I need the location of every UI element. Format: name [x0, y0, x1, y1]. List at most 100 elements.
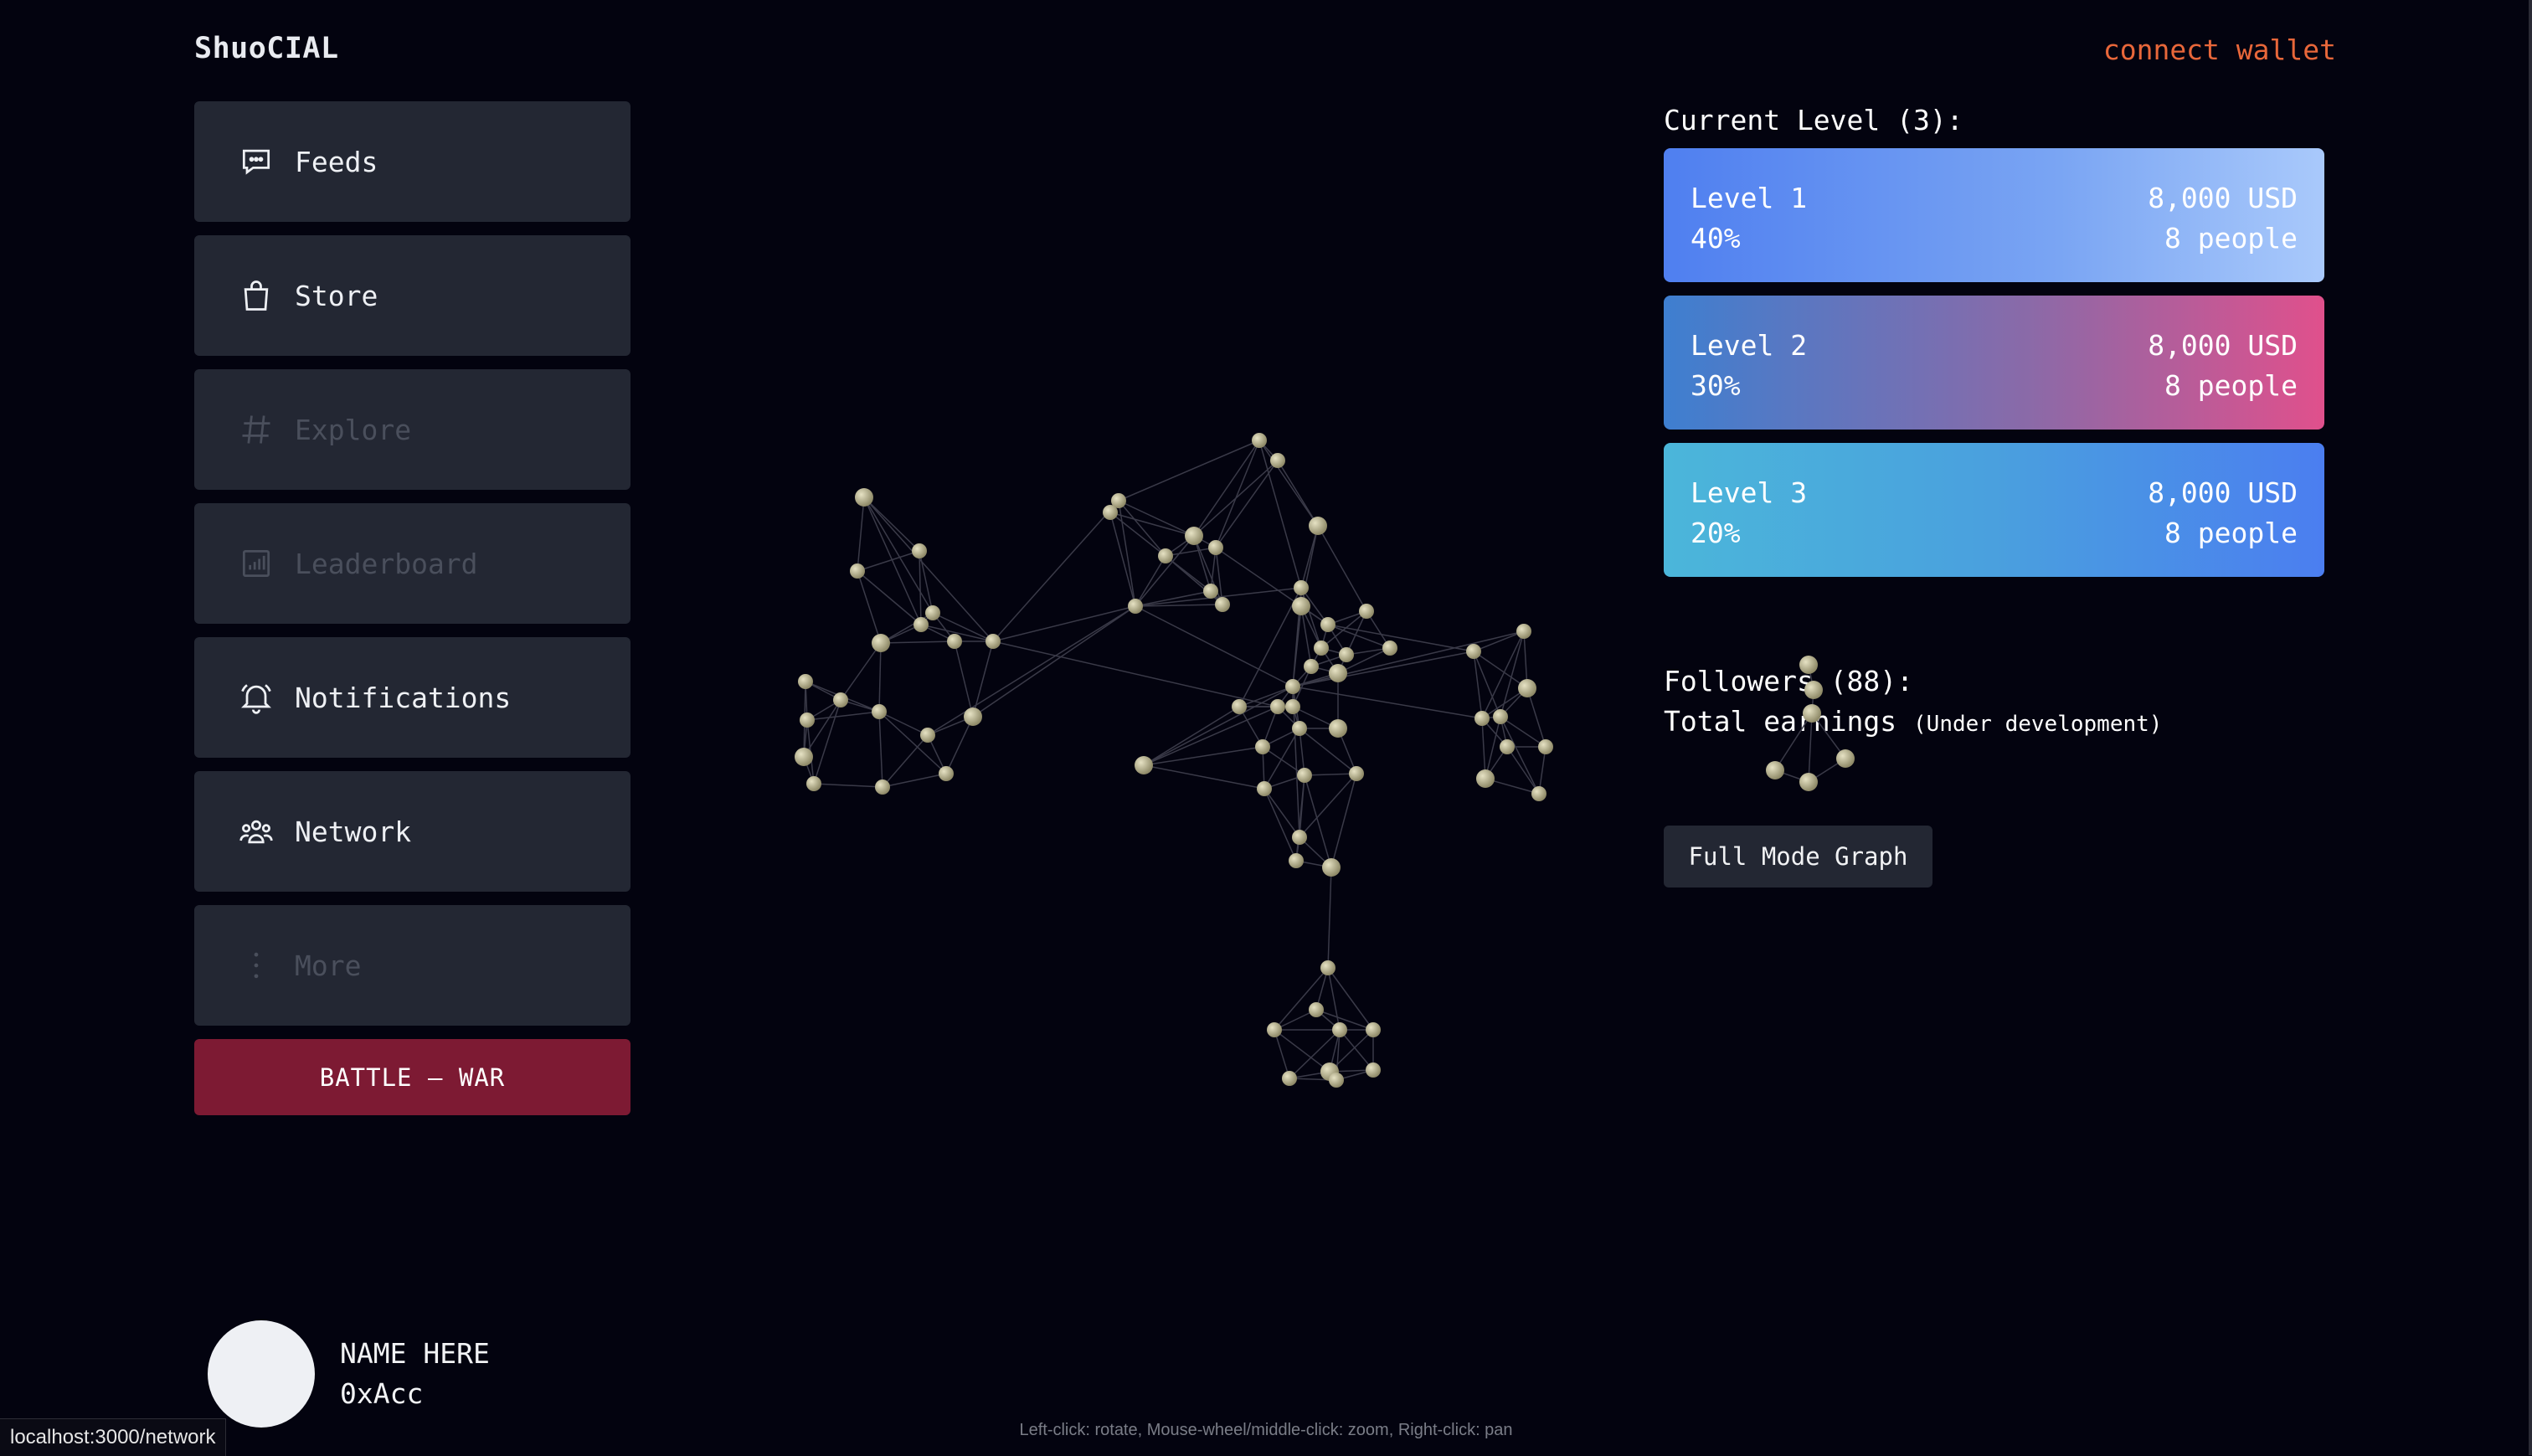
graph-node[interactable]: [1518, 679, 1536, 697]
graph-node[interactable]: [1111, 493, 1126, 508]
graph-link: [1327, 967, 1374, 1031]
graph-node[interactable]: [925, 605, 940, 620]
graph-link: [1300, 587, 1329, 625]
graph-node[interactable]: [1314, 641, 1329, 656]
graph-node[interactable]: [1332, 1022, 1347, 1037]
graph-node[interactable]: [1474, 711, 1490, 726]
graph-node[interactable]: [947, 634, 962, 649]
user-profile[interactable]: NAME HERE 0xAcc: [208, 1320, 490, 1428]
graph-node[interactable]: [1103, 505, 1118, 520]
graph-node[interactable]: [1289, 853, 1304, 868]
connect-wallet-button[interactable]: connect wallet: [2102, 33, 2336, 66]
graph-node[interactable]: [1208, 540, 1223, 555]
graph-node[interactable]: [872, 634, 890, 652]
graph-node[interactable]: [800, 713, 815, 728]
graph-node[interactable]: [1329, 664, 1347, 682]
graph-node[interactable]: [1366, 1022, 1381, 1037]
graph-node[interactable]: [1285, 699, 1300, 714]
graph-node[interactable]: [1285, 679, 1300, 694]
graph-link: [1238, 686, 1294, 707]
graph-node[interactable]: [1516, 624, 1531, 639]
bar-chart-icon: [238, 545, 275, 582]
graph-node[interactable]: [986, 634, 1001, 649]
avatar[interactable]: [208, 1320, 315, 1428]
nav-item-feeds[interactable]: Feeds: [194, 101, 630, 222]
graph-node[interactable]: [1267, 1022, 1282, 1037]
graph-link: [1292, 686, 1483, 719]
graph-node[interactable]: [1500, 739, 1515, 754]
full-mode-graph-button[interactable]: Full Mode Graph: [1664, 826, 1932, 887]
graph-link: [1500, 716, 1546, 748]
nav-item-network[interactable]: Network: [194, 771, 630, 892]
graph-node[interactable]: [1292, 597, 1310, 615]
graph-node[interactable]: [913, 617, 929, 632]
graph-node[interactable]: [1466, 644, 1481, 659]
graph-node[interactable]: [1799, 773, 1818, 791]
graph-node[interactable]: [806, 776, 821, 791]
graph-node[interactable]: [1382, 641, 1397, 656]
nav-item-label: Explore: [295, 413, 412, 446]
graph-node[interactable]: [1329, 1073, 1344, 1088]
graph-node[interactable]: [1292, 721, 1307, 736]
graph-node[interactable]: [833, 692, 848, 707]
graph-node[interactable]: [1257, 781, 1272, 796]
graph-node[interactable]: [920, 728, 935, 743]
graph-node[interactable]: [795, 748, 813, 766]
graph-node[interactable]: [1292, 830, 1307, 845]
graph-node[interactable]: [1320, 617, 1335, 632]
nav-item-leaderboard[interactable]: Leaderboard: [194, 503, 630, 624]
graph-node[interactable]: [1158, 548, 1173, 563]
graph-node[interactable]: [1329, 719, 1347, 738]
graph-node[interactable]: [1282, 1071, 1297, 1086]
graph-node[interactable]: [1322, 858, 1341, 877]
graph-node[interactable]: [1270, 453, 1285, 468]
graph-node[interactable]: [1359, 604, 1374, 619]
graph-node[interactable]: [855, 488, 873, 507]
graph-node[interactable]: [912, 543, 927, 558]
nav-item-more[interactable]: More: [194, 905, 630, 1026]
graph-node[interactable]: [1255, 739, 1270, 754]
graph-node[interactable]: [964, 707, 982, 726]
graph-node[interactable]: [1232, 699, 1247, 714]
graph-node[interactable]: [1320, 960, 1335, 975]
graph-node[interactable]: [1339, 647, 1354, 662]
nav-item-notifications[interactable]: Notifications: [194, 637, 630, 758]
graph-node[interactable]: [1538, 739, 1553, 754]
graph-node[interactable]: [1128, 599, 1143, 614]
graph-node[interactable]: [1493, 709, 1508, 724]
graph-node[interactable]: [798, 674, 813, 689]
graph-node[interactable]: [1799, 656, 1818, 674]
graph-node[interactable]: [1203, 584, 1218, 599]
nav-item-explore[interactable]: Explore: [194, 369, 630, 490]
graph-node[interactable]: [1766, 761, 1784, 779]
graph-node[interactable]: [1309, 1002, 1324, 1017]
graph-node[interactable]: [939, 766, 954, 781]
graph-node[interactable]: [1185, 527, 1203, 545]
graph-node[interactable]: [1252, 433, 1267, 448]
graph-node[interactable]: [1366, 1062, 1381, 1078]
graph-node[interactable]: [1349, 766, 1364, 781]
graph-node[interactable]: [872, 704, 887, 719]
graph-node[interactable]: [1836, 749, 1855, 768]
graph-node[interactable]: [1297, 768, 1312, 783]
graph-node[interactable]: [1270, 699, 1285, 714]
graph-node[interactable]: [1135, 756, 1153, 774]
graph-node[interactable]: [1309, 517, 1327, 535]
graph-node[interactable]: [1476, 769, 1495, 788]
graph-node[interactable]: [1804, 681, 1823, 699]
level-people: 8 people: [2164, 222, 2298, 255]
graph-node[interactable]: [1294, 580, 1309, 595]
app-logo[interactable]: ShuoCIAL: [194, 32, 339, 65]
nav-item-store[interactable]: Store: [194, 235, 630, 356]
graph-node[interactable]: [1304, 659, 1319, 674]
graph-node[interactable]: [1531, 786, 1546, 801]
current-level-title: Current Level (3):: [1664, 104, 1963, 136]
network-graph[interactable]: [787, 410, 1859, 1122]
total-earnings: Total earnings (Under development): [1664, 702, 2162, 744]
graph-node[interactable]: [875, 779, 890, 795]
battle-war-button[interactable]: BATTLE – WAR: [194, 1039, 630, 1115]
graph-link: [880, 641, 955, 644]
graph-node[interactable]: [1215, 597, 1230, 612]
graph-node[interactable]: [850, 563, 865, 579]
graph-node[interactable]: [1803, 704, 1821, 723]
